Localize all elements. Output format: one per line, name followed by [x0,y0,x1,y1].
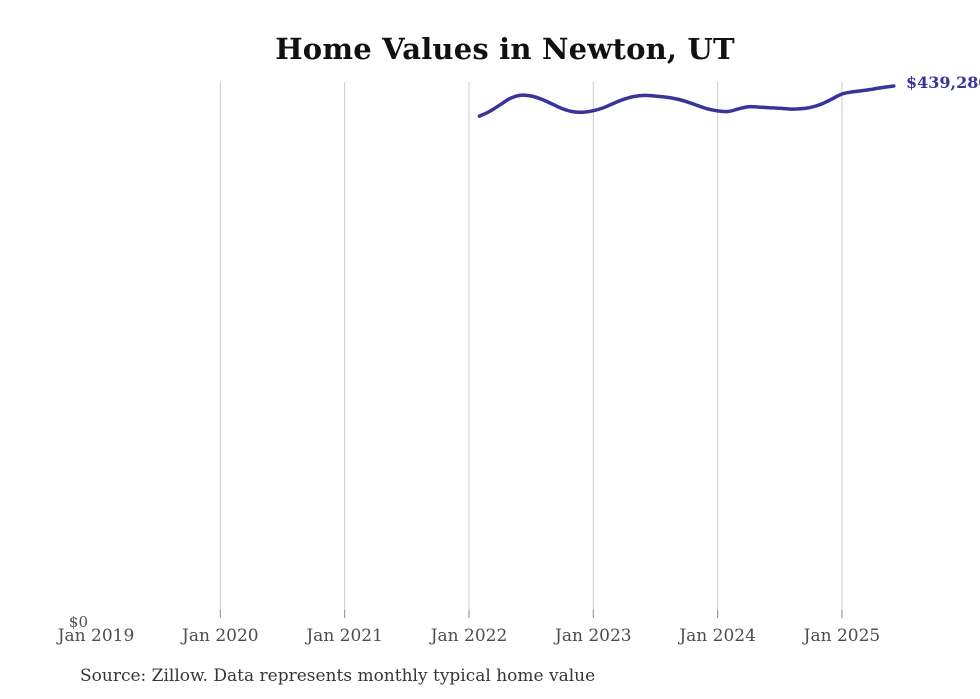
latest-value-label: $439,280 [906,73,980,92]
source-note: Source: Zillow. Data represents monthly … [80,666,596,686]
x-axis-label: Jan 2023 [555,626,632,646]
y-axis-zero-label: $0 [68,613,88,631]
chart-title: Home Values in Newton, UT [275,32,735,66]
x-axis-label: Jan 2021 [306,626,383,646]
x-axis-label: Jan 2020 [182,626,259,646]
year-gridlines [219,82,843,610]
x-axis-label: Jan 2024 [679,626,756,646]
x-axis-ticks [219,610,843,618]
home-value-line-series [477,84,896,118]
x-axis-label: Jan 2025 [803,626,881,646]
x-axis-label: Jan 2019 [57,626,135,646]
x-axis-label: Jan 2022 [430,626,508,646]
